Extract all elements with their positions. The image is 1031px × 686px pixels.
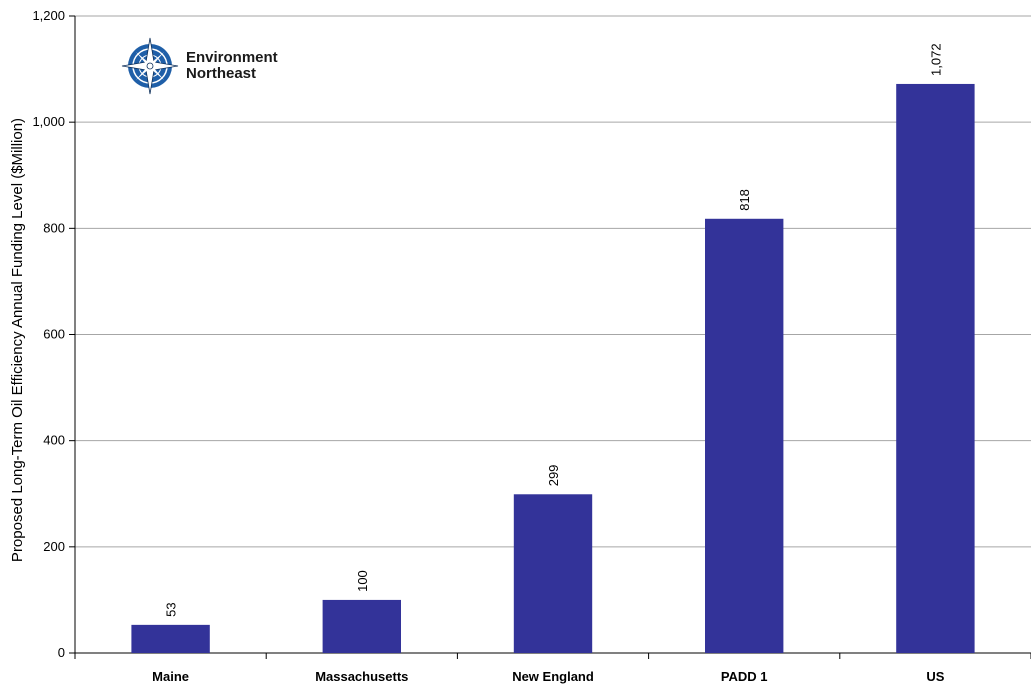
y-tick-label: 600 — [43, 327, 65, 342]
category-labels: Maine Massachusetts New England PADD 1 US — [74, 653, 1031, 684]
x-category-label: New England — [512, 669, 594, 684]
y-axis-title: Proposed Long-Term Oil Efficiency Annual… — [9, 118, 26, 562]
bar-new-england — [513, 494, 593, 653]
data-labels: 53 100 299 818 1,072 — [164, 43, 944, 616]
data-label: 299 — [546, 465, 561, 487]
data-label: 1,072 — [928, 43, 943, 76]
x-category-label: Massachusetts — [315, 669, 408, 684]
data-label: 818 — [737, 189, 752, 211]
x-category-label: PADD 1 — [721, 669, 768, 684]
y-tick-label: 800 — [43, 220, 65, 235]
bar-maine — [131, 624, 210, 653]
x-category-label: Maine — [152, 669, 189, 684]
data-label: 53 — [164, 602, 179, 616]
data-label: 100 — [355, 570, 370, 592]
y-tick-label: 1,000 — [32, 114, 65, 129]
bar-us — [896, 83, 975, 654]
y-tick-labels: 0 200 400 600 800 1,000 1,200 — [32, 8, 75, 660]
y-tick-label: 400 — [43, 433, 65, 448]
bars — [131, 83, 975, 654]
y-tick-label: 0 — [58, 645, 65, 660]
logo: Environment Northeast — [121, 37, 278, 95]
bar-massachusetts — [322, 599, 401, 653]
x-category-label: US — [926, 669, 944, 684]
y-tick-label: 1,200 — [32, 8, 65, 23]
logo-text-line1: Environment — [186, 49, 278, 66]
bar-padd-1 — [705, 218, 784, 654]
compass-rose-icon — [121, 37, 179, 95]
gridlines — [75, 15, 1031, 548]
logo-text-line2: Northeast — [186, 65, 256, 82]
y-tick-label: 200 — [43, 539, 65, 554]
